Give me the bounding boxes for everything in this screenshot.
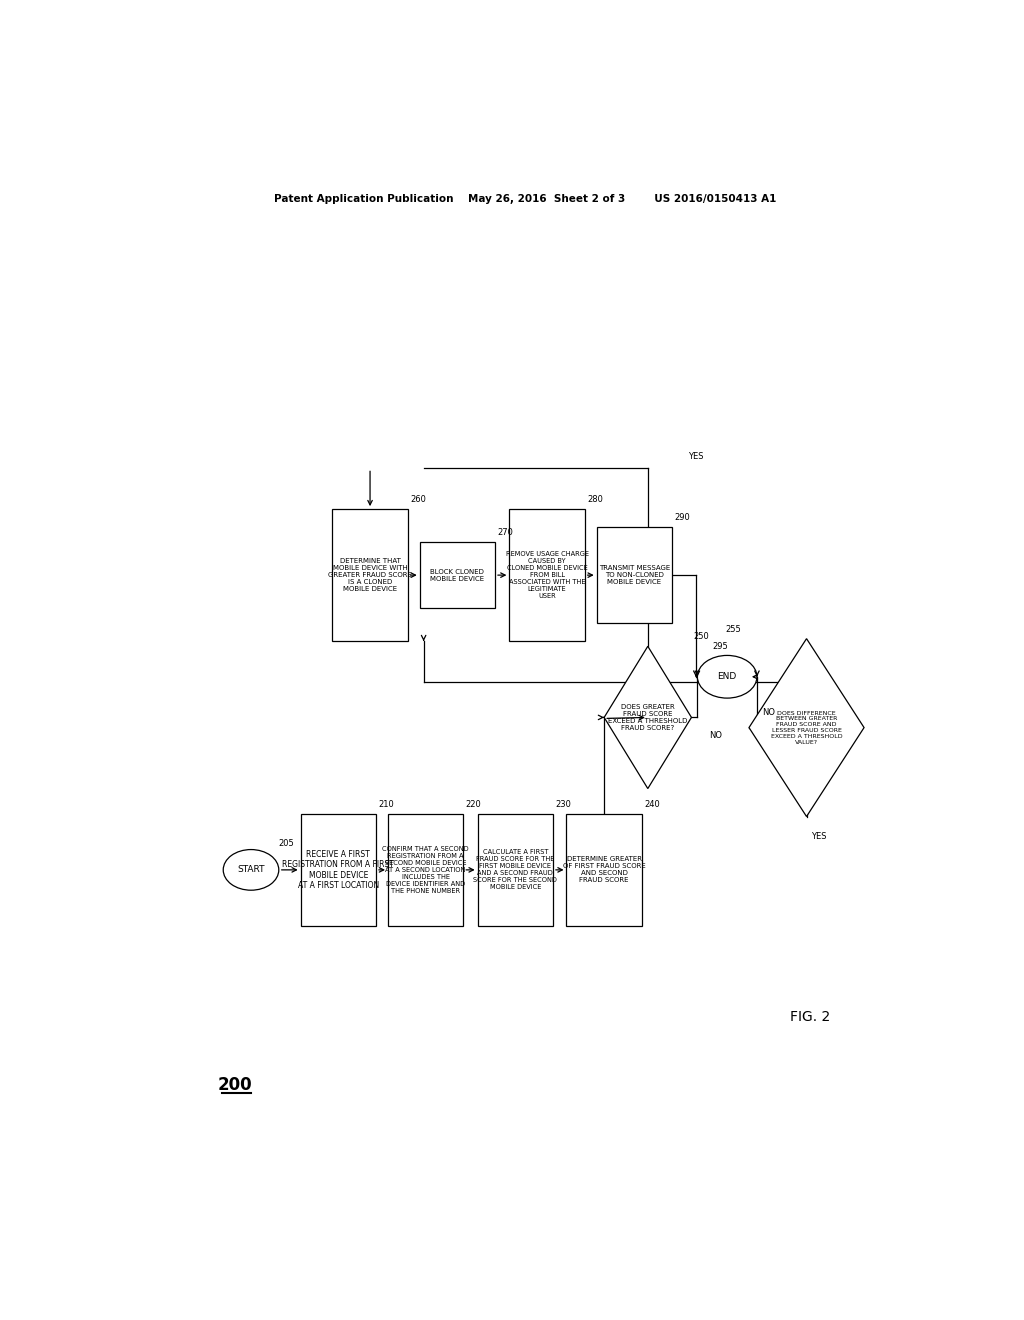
Text: FIG. 2: FIG. 2 <box>791 1010 830 1024</box>
Text: 240: 240 <box>644 800 660 809</box>
FancyBboxPatch shape <box>477 814 553 925</box>
Text: DOES GREATER
FRAUD SCORE
EXCEED A THRESHOLD
FRAUD SCORE?: DOES GREATER FRAUD SCORE EXCEED A THRESH… <box>608 704 687 731</box>
Text: CONFIRM THAT A SECOND
REGISTRATION FROM A
SECOND MOBILE DEVICE
AT A SECOND LOCAT: CONFIRM THAT A SECOND REGISTRATION FROM … <box>382 846 469 894</box>
Text: 260: 260 <box>411 495 426 504</box>
FancyBboxPatch shape <box>301 814 376 925</box>
Text: END: END <box>718 672 737 681</box>
FancyBboxPatch shape <box>333 510 408 642</box>
Text: DETERMINE THAT
MOBILE DEVICE WITH
GREATER FRAUD SCORE
IS A CLONED
MOBILE DEVICE: DETERMINE THAT MOBILE DEVICE WITH GREATE… <box>328 558 412 593</box>
Text: 220: 220 <box>466 800 481 809</box>
Text: 205: 205 <box>279 838 295 847</box>
Text: YES: YES <box>811 833 826 841</box>
FancyBboxPatch shape <box>509 510 585 642</box>
FancyBboxPatch shape <box>597 527 672 623</box>
Text: 290: 290 <box>675 512 690 521</box>
Text: YES: YES <box>688 451 703 461</box>
Text: TRANSMIT MESSAGE
TO NON-CLONED
MOBILE DEVICE: TRANSMIT MESSAGE TO NON-CLONED MOBILE DE… <box>599 565 670 585</box>
Text: CALCULATE A FIRST
FRAUD SCORE FOR THE
FIRST MOBILE DEVICE
AND A SECOND FRAUD
SCO: CALCULATE A FIRST FRAUD SCORE FOR THE FI… <box>473 849 557 891</box>
FancyBboxPatch shape <box>420 543 495 609</box>
Text: BLOCK CLONED
MOBILE DEVICE: BLOCK CLONED MOBILE DEVICE <box>430 569 484 582</box>
FancyBboxPatch shape <box>566 814 642 925</box>
Text: DOES DIFFERENCE
BETWEEN GREATER
FRAUD SCORE AND
LESSER FRAUD SCORE
EXCEED A THRE: DOES DIFFERENCE BETWEEN GREATER FRAUD SC… <box>771 710 843 744</box>
Text: REMOVE USAGE CHARGE
CAUSED BY
CLONED MOBILE DEVICE
FROM BILL
ASSOCIATED WITH THE: REMOVE USAGE CHARGE CAUSED BY CLONED MOB… <box>506 552 589 599</box>
Ellipse shape <box>697 656 757 698</box>
FancyBboxPatch shape <box>388 814 463 925</box>
Text: Patent Application Publication    May 26, 2016  Sheet 2 of 3        US 2016/0150: Patent Application Publication May 26, 2… <box>273 194 776 205</box>
Ellipse shape <box>223 850 279 890</box>
Text: 255: 255 <box>725 624 741 634</box>
Text: 230: 230 <box>555 800 571 809</box>
Text: START: START <box>238 866 265 874</box>
Text: 200: 200 <box>218 1076 253 1094</box>
Text: 270: 270 <box>498 528 513 537</box>
Text: NO: NO <box>762 708 775 717</box>
Text: 280: 280 <box>587 495 603 504</box>
Text: RECEIVE A FIRST
REGISTRATION FROM A FIRST
MOBILE DEVICE
AT A FIRST LOCATION: RECEIVE A FIRST REGISTRATION FROM A FIRS… <box>283 850 394 890</box>
Text: NO: NO <box>709 731 722 741</box>
Text: 250: 250 <box>694 632 710 642</box>
Polygon shape <box>749 639 864 817</box>
Text: DETERMINE GREATER
OF FIRST FRAUD SCORE
AND SECOND
FRAUD SCORE: DETERMINE GREATER OF FIRST FRAUD SCORE A… <box>563 857 645 883</box>
Polygon shape <box>604 647 691 788</box>
Text: 210: 210 <box>379 800 394 809</box>
Text: 295: 295 <box>713 643 729 651</box>
